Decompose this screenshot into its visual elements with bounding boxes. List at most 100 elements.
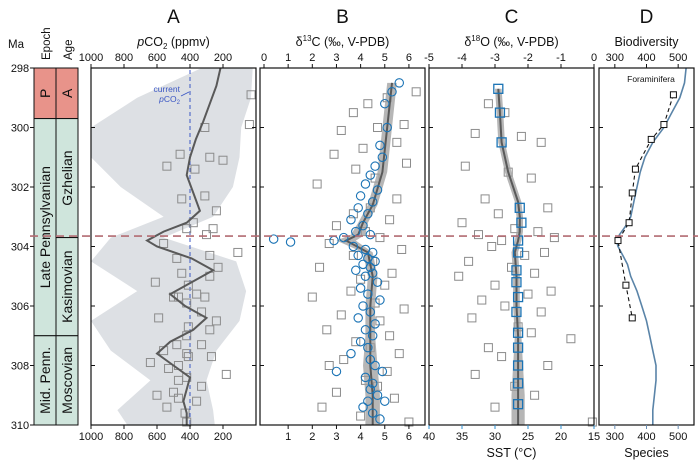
b-brachiopod-point — [375, 414, 385, 424]
a-current-label-2: pCO2 — [158, 94, 180, 106]
c-bulk-point — [543, 361, 553, 370]
b-brachiopod-point — [370, 319, 380, 329]
d-foraminifera-point — [628, 189, 636, 197]
d-species-axis-label: Species — [624, 446, 668, 460]
c-top-tick-label-4: -1 — [556, 52, 566, 64]
c-trend-curve — [497, 88, 521, 425]
b-brachiopod-point — [365, 170, 376, 180]
d-foraminifera-point — [614, 237, 622, 245]
c-brachiopod-point — [512, 378, 524, 389]
a-data-point — [208, 224, 218, 234]
c-bulk-point — [483, 343, 493, 353]
a-data-point — [200, 292, 210, 302]
a-title-rest: (ppmv) — [167, 35, 209, 49]
a-data-point — [162, 161, 172, 171]
a-data-point — [164, 363, 174, 373]
d-bottom-tick-label-2: 500 — [669, 431, 687, 443]
a-current-sub: 2 — [177, 100, 181, 106]
b-bulk-point — [397, 244, 407, 254]
c-sst-axis-label: SST (°C) — [487, 446, 537, 460]
d-foraminifera-point — [669, 91, 677, 99]
age-label: Age — [63, 40, 75, 60]
b-bulk-point — [351, 164, 361, 174]
b-brachiopod-point — [358, 301, 368, 311]
c-bulk-point — [490, 280, 500, 290]
a-top-tick-label-4: 200 — [214, 52, 232, 64]
a-current-arrow — [180, 91, 190, 97]
a-title: pCO2 (ppmv) — [136, 35, 210, 51]
b-brachiopod-point — [372, 390, 383, 400]
a-data-point — [182, 224, 192, 234]
a-data-point — [246, 90, 256, 100]
b-bulk-point — [315, 262, 325, 272]
b-brachiopod-point — [346, 348, 356, 359]
c-bulk-point — [470, 369, 480, 379]
a-data-point — [150, 277, 160, 287]
c-bulk-point — [460, 161, 470, 171]
a-data-point — [162, 402, 172, 412]
c-bottom-tick-label-0: 40 — [423, 431, 435, 443]
b-bulk-point — [339, 355, 349, 365]
a-data-point — [197, 381, 207, 391]
b-bulk-point — [402, 158, 412, 168]
c-brachiopod-point — [511, 277, 522, 288]
c-title-main: O (‰, V-PDB) — [480, 35, 558, 49]
a-bottom-tick-label-1: 800 — [115, 431, 133, 443]
b-bulk-point — [358, 143, 368, 153]
b-top-tick-label-2: 2 — [309, 52, 315, 64]
b-brachiopod-point — [363, 209, 373, 219]
b-bulk-point — [346, 286, 356, 296]
b-bulk-point — [322, 325, 332, 335]
b-title: δ13C (‰, V-PDB) — [296, 34, 390, 49]
c-bulk-point — [500, 301, 510, 311]
c-brachiopod-point — [512, 327, 524, 338]
c-title: δ18O (‰, V-PDB) — [464, 34, 558, 49]
b-brachiopod-point — [285, 237, 296, 247]
b-bulk-point — [351, 337, 361, 347]
b-bulk-point — [348, 250, 358, 260]
a-data-point — [205, 325, 215, 335]
b-bulk-point — [399, 304, 409, 314]
c-brachiopod-point — [512, 342, 524, 353]
d-frame — [598, 67, 695, 426]
c-bulk-point — [543, 203, 553, 213]
b-bulk-point — [373, 123, 383, 132]
b-brachiopod-point — [360, 372, 371, 383]
b-brachiopod-point — [353, 203, 363, 213]
b-brachiopod-point — [360, 179, 371, 189]
b-brachiopod-point — [355, 283, 366, 293]
d-foraminifera-point — [628, 314, 636, 322]
ma-tick-label-2: 302 — [11, 182, 29, 194]
c-frame — [428, 67, 595, 426]
a-data-point — [152, 390, 162, 400]
b-brachiopod-point — [363, 342, 373, 353]
b-bulk-point — [394, 349, 404, 359]
c-bulk-point — [526, 328, 536, 338]
b-brachiopod-point — [382, 122, 392, 133]
a-data-point — [182, 349, 192, 359]
b-top-tick-label-6: 6 — [406, 52, 412, 64]
b-brachiopod-point — [377, 152, 388, 163]
b-brachiopod-point — [338, 232, 349, 243]
a-data-point — [213, 262, 223, 272]
c-bottom-tick-label-2: 30 — [489, 431, 501, 443]
epoch-label-1: Late Pennsylvanian — [37, 166, 53, 288]
b-title-sup: 13 — [303, 34, 312, 43]
age-label-0: A — [59, 88, 75, 98]
b-brachiopod-point — [387, 87, 397, 97]
a-data-point — [190, 164, 200, 174]
a-data-point — [173, 393, 183, 403]
c-bulk-point — [566, 334, 576, 344]
b-bottom-tick-label-2: 3 — [333, 431, 339, 443]
c-bulk-point — [530, 268, 540, 278]
b-brachiopod-point — [367, 330, 378, 341]
d-top-tick-label-2: 500 — [669, 52, 687, 64]
b-bulk-point — [392, 194, 402, 204]
a-data-point — [169, 387, 178, 397]
b-trend-curve — [343, 82, 393, 425]
a-data-point — [159, 239, 169, 249]
b-bulk-point — [399, 120, 409, 130]
c-bulk-point — [533, 227, 543, 237]
b-brachiopod-point — [367, 378, 378, 389]
